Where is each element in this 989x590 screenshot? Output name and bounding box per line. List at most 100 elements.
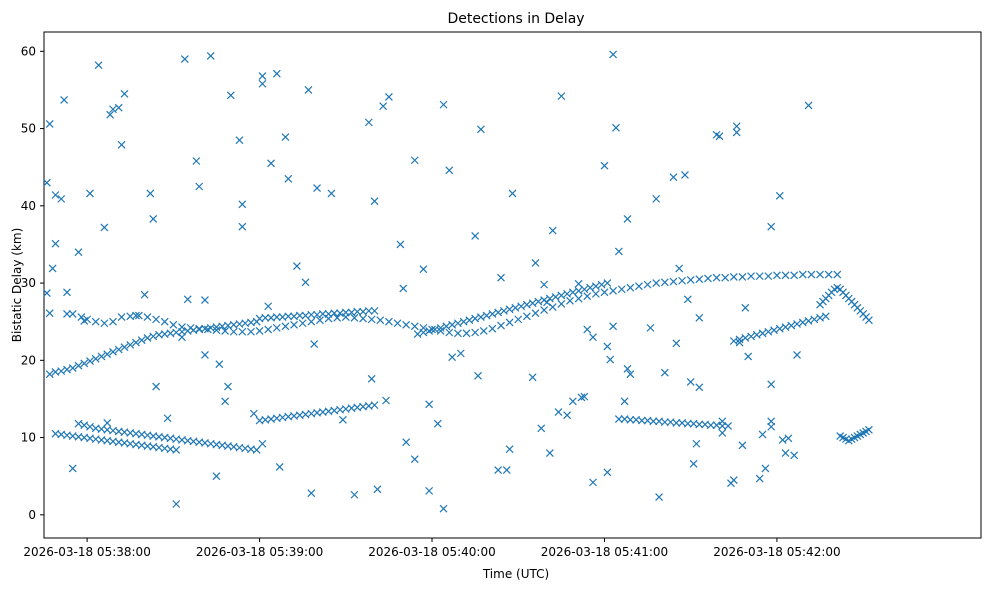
data-point — [557, 300, 566, 308]
data-point — [752, 330, 761, 339]
data-point — [652, 194, 661, 203]
data-point — [338, 415, 347, 424]
data-point — [563, 289, 572, 298]
data-point — [48, 264, 57, 273]
data-point — [63, 365, 71, 374]
data-point — [476, 125, 485, 134]
data-point — [508, 189, 517, 198]
data-point — [206, 52, 215, 60]
data-point — [755, 474, 764, 483]
data-point — [775, 191, 784, 200]
data-point — [379, 102, 388, 111]
data-point — [764, 327, 773, 336]
data-point — [172, 446, 181, 454]
data-point — [109, 317, 117, 326]
data-point — [531, 309, 540, 318]
data-point — [643, 280, 652, 289]
data-point — [247, 327, 255, 336]
data-point — [169, 320, 178, 329]
data-point — [721, 273, 730, 282]
data-point — [370, 306, 379, 315]
data-point — [180, 55, 189, 63]
data-point — [364, 118, 373, 127]
data-point — [63, 288, 71, 297]
data-point — [804, 316, 813, 325]
data-point — [505, 318, 514, 327]
data-point — [201, 350, 209, 359]
data-point — [609, 50, 618, 59]
data-point — [505, 445, 514, 454]
data-point — [580, 392, 589, 401]
data-point — [419, 265, 428, 274]
data-point — [353, 307, 362, 316]
data-point — [798, 318, 807, 327]
data-point — [399, 284, 408, 293]
data-point — [212, 326, 221, 335]
data-point — [695, 383, 704, 392]
data-point — [453, 319, 462, 328]
data-point — [589, 333, 597, 342]
data-point — [603, 342, 612, 351]
data-point — [669, 173, 678, 182]
data-point — [51, 191, 60, 199]
data-point — [660, 278, 669, 287]
data-point — [453, 329, 462, 338]
data-point — [183, 295, 192, 304]
data-point — [100, 223, 109, 232]
data-point — [816, 313, 824, 322]
data-point — [724, 422, 732, 430]
data-point — [606, 355, 615, 364]
data-point — [264, 302, 273, 311]
data-point — [359, 314, 367, 323]
data-point — [617, 285, 626, 294]
data-point — [195, 182, 204, 191]
data-point — [272, 313, 281, 321]
data-point — [221, 397, 230, 406]
data-point — [479, 327, 488, 335]
data-point — [660, 418, 669, 427]
data-point — [517, 302, 526, 311]
data-point — [267, 159, 275, 168]
data-point — [459, 317, 468, 326]
data-point — [143, 333, 152, 342]
data-point — [134, 311, 143, 320]
data-point — [103, 350, 112, 359]
data-point — [545, 449, 554, 457]
data-point — [74, 248, 83, 257]
data-point — [591, 289, 600, 298]
data-point — [146, 189, 155, 198]
data-point — [511, 303, 520, 312]
data-point — [413, 330, 422, 338]
data-point — [57, 194, 66, 203]
data-point — [747, 272, 755, 281]
data-point — [568, 288, 577, 297]
data-point — [439, 100, 448, 109]
data-point — [402, 438, 411, 447]
y-tick-label: 40 — [21, 199, 36, 213]
data-point — [609, 322, 618, 331]
data-point — [275, 463, 284, 471]
data-point — [522, 312, 531, 321]
data-point — [695, 275, 704, 284]
data-point — [609, 286, 618, 295]
x-tick-label: 2026-03-18 05:42:00 — [713, 545, 840, 559]
data-point — [557, 92, 566, 101]
data-point — [781, 271, 790, 280]
data-point — [790, 451, 799, 460]
data-point — [261, 313, 270, 322]
data-point — [448, 320, 457, 329]
data-point — [614, 247, 623, 256]
data-point — [68, 310, 77, 318]
data-point — [675, 264, 684, 273]
data-point — [436, 327, 445, 335]
data-point — [672, 418, 681, 427]
data-point — [367, 374, 376, 383]
data-point — [235, 136, 244, 145]
data-point — [221, 327, 230, 335]
data-point — [284, 312, 293, 321]
data-point — [120, 343, 129, 352]
data-point — [514, 315, 523, 324]
x-tick-label: 2026-03-18 05:40:00 — [368, 545, 495, 559]
data-point — [149, 215, 158, 223]
